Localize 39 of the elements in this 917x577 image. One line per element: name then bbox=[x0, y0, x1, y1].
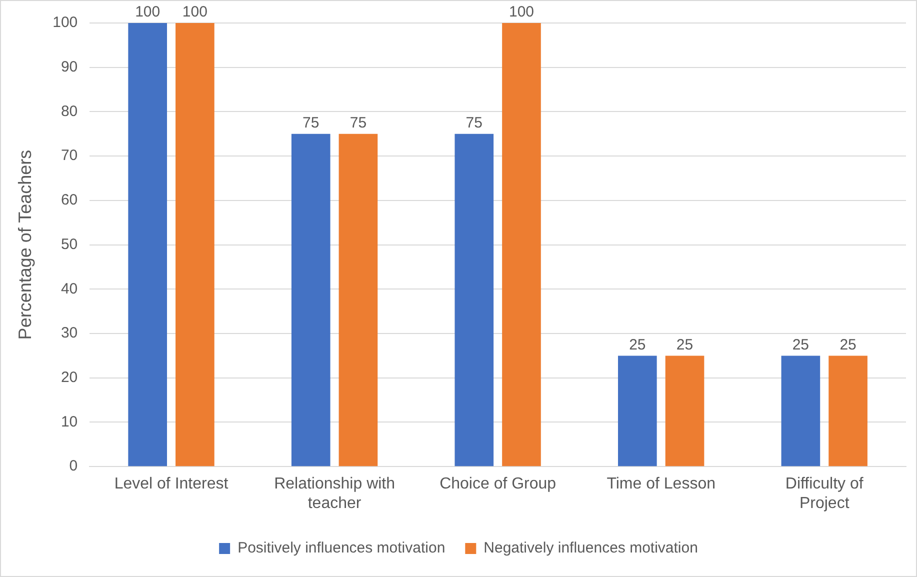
legend-label: Negatively influences motivation bbox=[484, 540, 698, 557]
legend-label: Positively influences motivation bbox=[238, 540, 446, 557]
y-tick-label: 50 bbox=[60, 236, 78, 253]
data-label: 75 bbox=[350, 114, 367, 132]
y-tick-label: 40 bbox=[60, 280, 78, 298]
x-tick-label: Choice of Group bbox=[440, 476, 556, 493]
data-label: 25 bbox=[792, 336, 810, 354]
data-label: 100 bbox=[182, 4, 208, 21]
data-label: 100 bbox=[135, 4, 160, 21]
y-tick-label: 20 bbox=[60, 369, 78, 386]
bar bbox=[128, 23, 168, 466]
data-label: 25 bbox=[840, 336, 856, 354]
x-tick-label: Time of Lesson bbox=[606, 476, 716, 493]
bar bbox=[176, 23, 214, 466]
y-tick-label: 100 bbox=[52, 14, 78, 32]
bar bbox=[338, 134, 378, 466]
y-tick-label: 0 bbox=[69, 458, 78, 475]
bar bbox=[454, 134, 494, 466]
x-tick-label: Difficulty of Project bbox=[785, 476, 864, 512]
data-label: 75 bbox=[466, 114, 482, 132]
data-label: 100 bbox=[508, 4, 534, 21]
y-axis-title: Percentage of Teachers bbox=[14, 150, 35, 340]
y-tick-label: 80 bbox=[60, 102, 78, 120]
bar bbox=[618, 356, 657, 466]
x-tick-label: Relationship with teacher bbox=[274, 476, 396, 512]
y-tick-label: 70 bbox=[60, 147, 78, 164]
bar bbox=[781, 356, 820, 466]
y-tick-label: 60 bbox=[60, 192, 78, 209]
bar bbox=[828, 356, 868, 466]
bar bbox=[291, 134, 330, 466]
data-label: 25 bbox=[676, 336, 694, 354]
bar bbox=[502, 23, 541, 466]
x-tick-label: Level of Interest bbox=[114, 476, 229, 493]
y-tick-label: 30 bbox=[60, 324, 78, 342]
y-tick-label: 90 bbox=[60, 58, 78, 76]
bar bbox=[665, 356, 704, 466]
data-label: 25 bbox=[629, 336, 646, 354]
data-label: 75 bbox=[302, 114, 320, 132]
y-tick-label: 10 bbox=[60, 413, 78, 430]
